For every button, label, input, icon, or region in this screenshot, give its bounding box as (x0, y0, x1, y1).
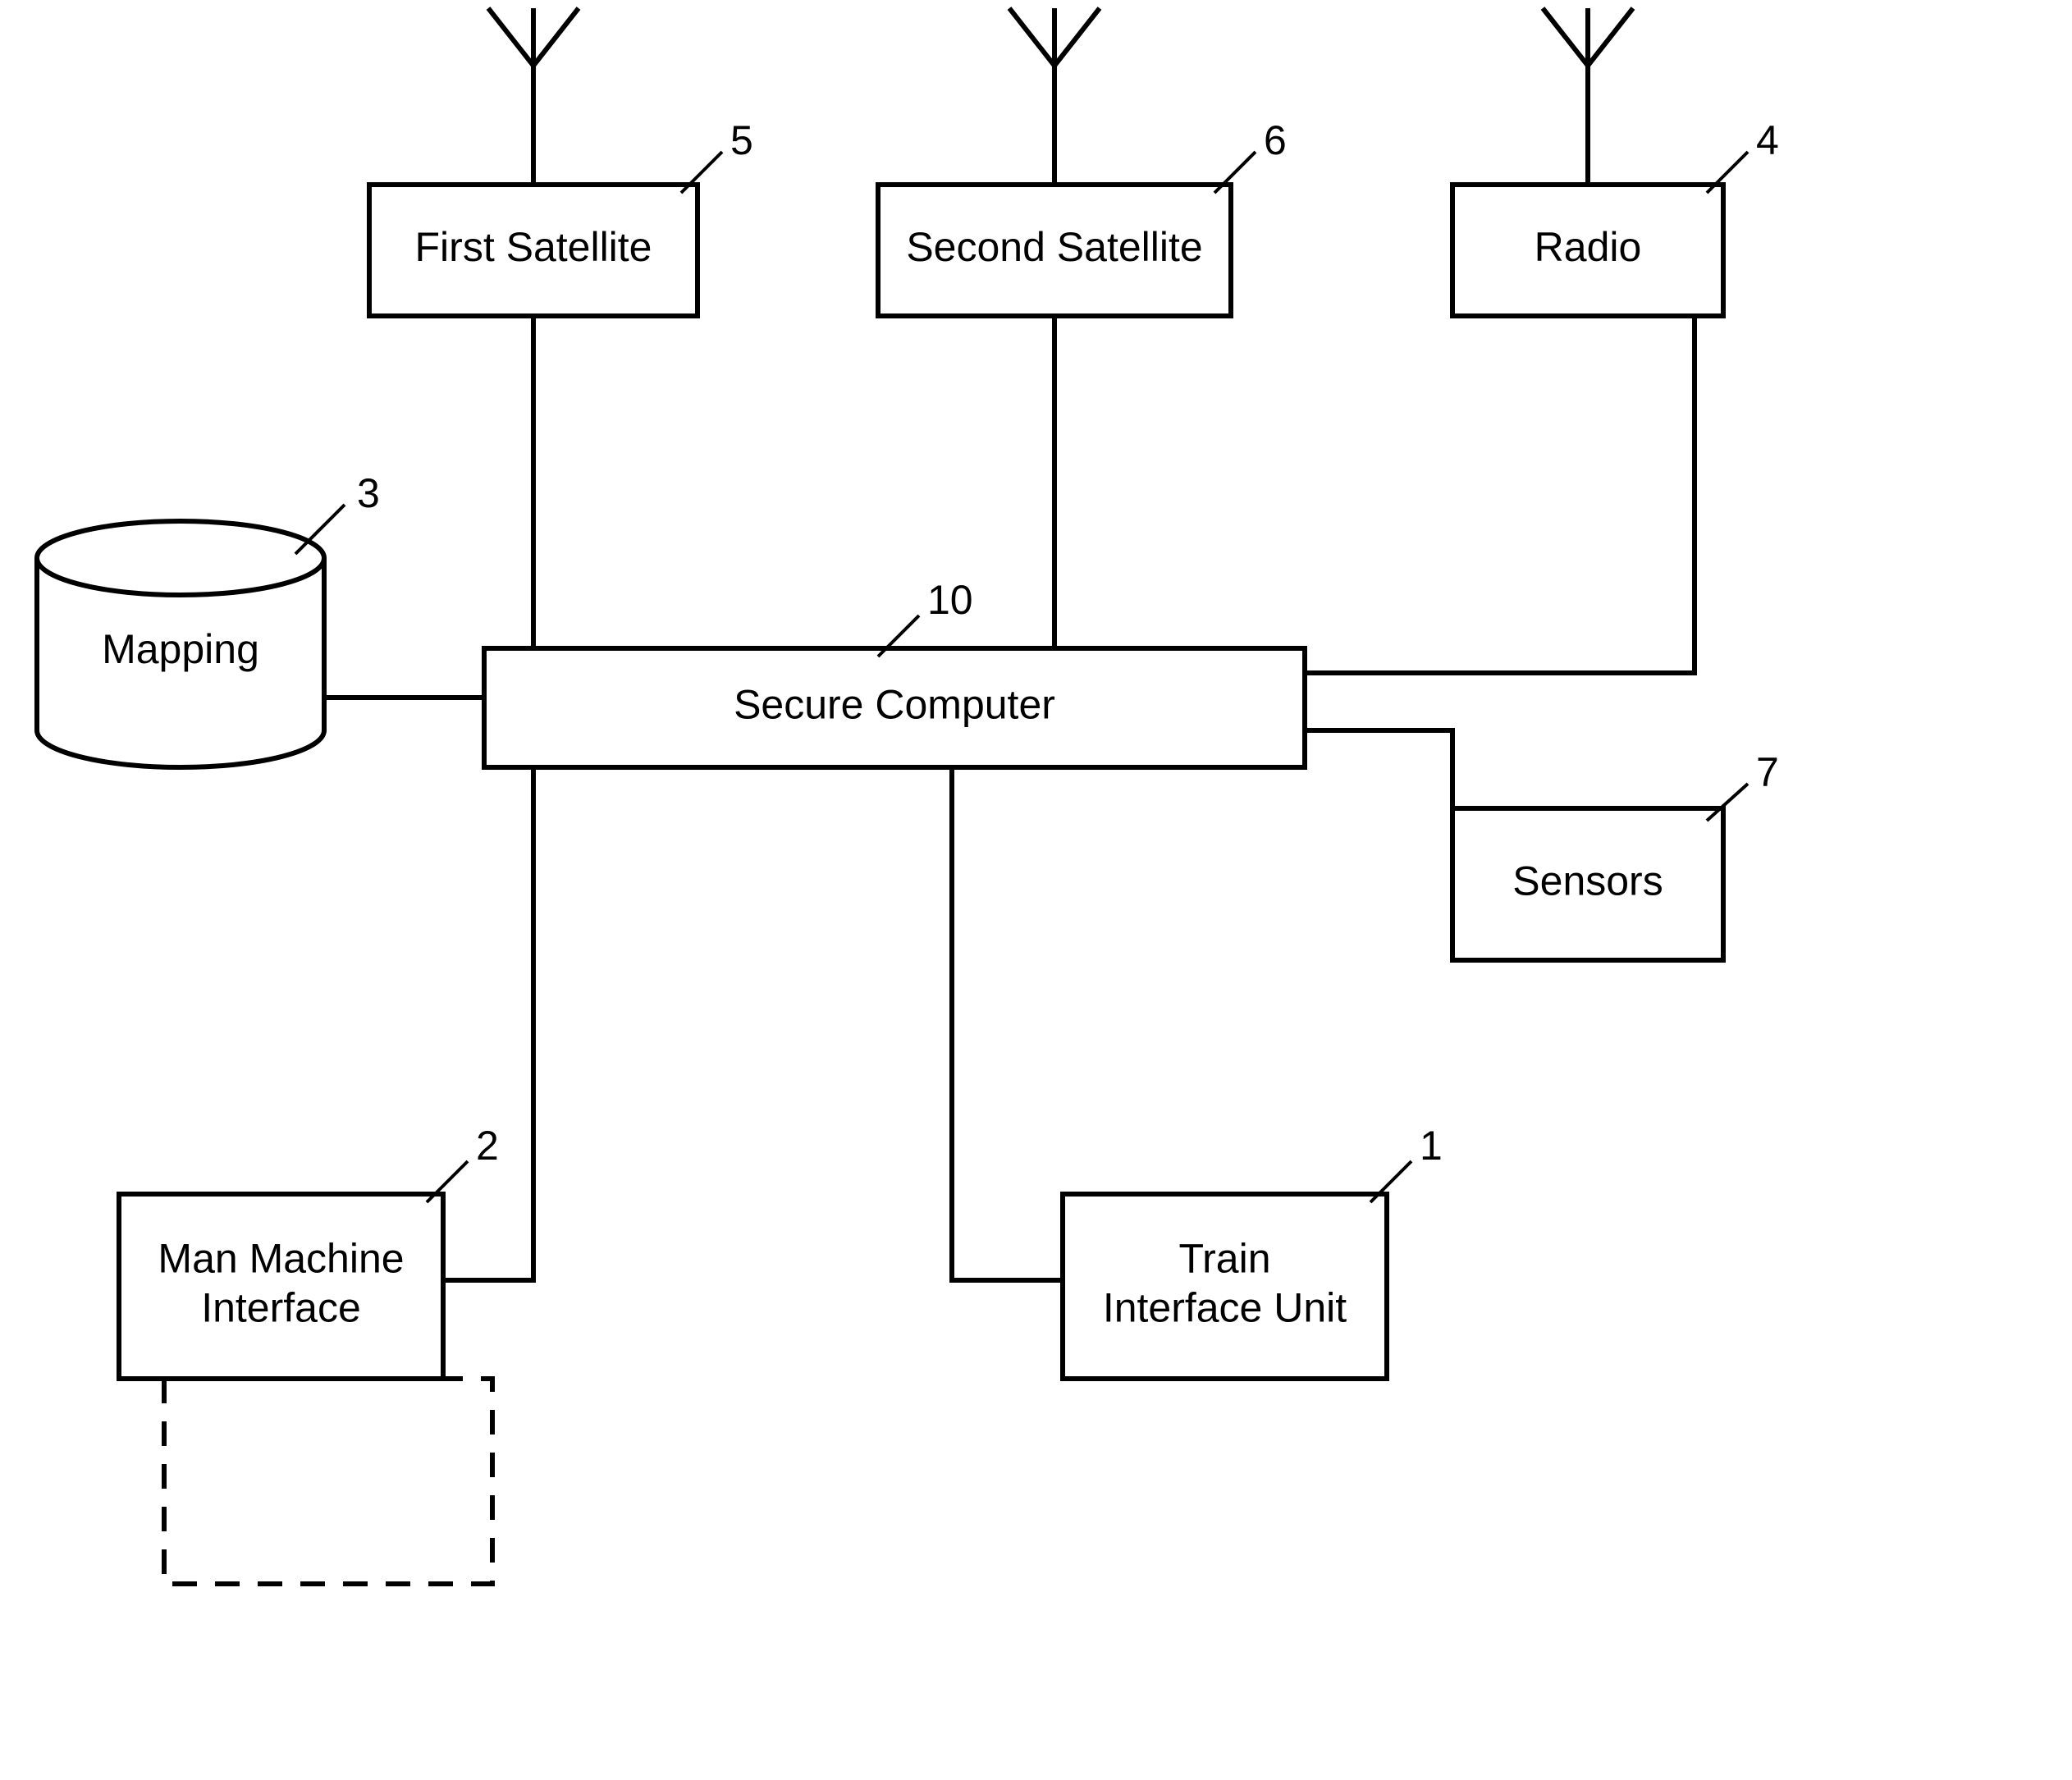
radio-label: Radio (1535, 224, 1642, 270)
system-block-diagram: Mapping 3 First Satellite 5 Second Satellite… (0, 0, 2072, 1780)
mapping-label: Mapping (102, 626, 259, 672)
second_satellite-ref: 6 (1264, 117, 1287, 163)
sensors-ref: 7 (1756, 749, 1779, 795)
radio-ref: 4 (1756, 117, 1779, 163)
sensors-label: Sensors (1512, 858, 1663, 904)
first_satellite-label: First Satellite (415, 224, 652, 270)
tiu-ref: 1 (1420, 1123, 1443, 1169)
mmi-label-1: Man Machine (158, 1236, 404, 1282)
tiu-label-1: Train (1178, 1236, 1270, 1282)
mmi-ref: 2 (476, 1123, 499, 1169)
secure_computer-ref: 10 (927, 577, 973, 623)
secure_computer-label: Secure Computer (734, 682, 1055, 728)
tiu-label-2: Interface Unit (1103, 1285, 1347, 1331)
first_satellite-ref: 5 (730, 117, 753, 163)
mapping-ref: 3 (357, 470, 380, 516)
mmi-label-2: Interface (201, 1285, 361, 1331)
second_satellite-label: Second Satellite (906, 224, 1202, 270)
mapping-cylinder-top (37, 521, 324, 595)
